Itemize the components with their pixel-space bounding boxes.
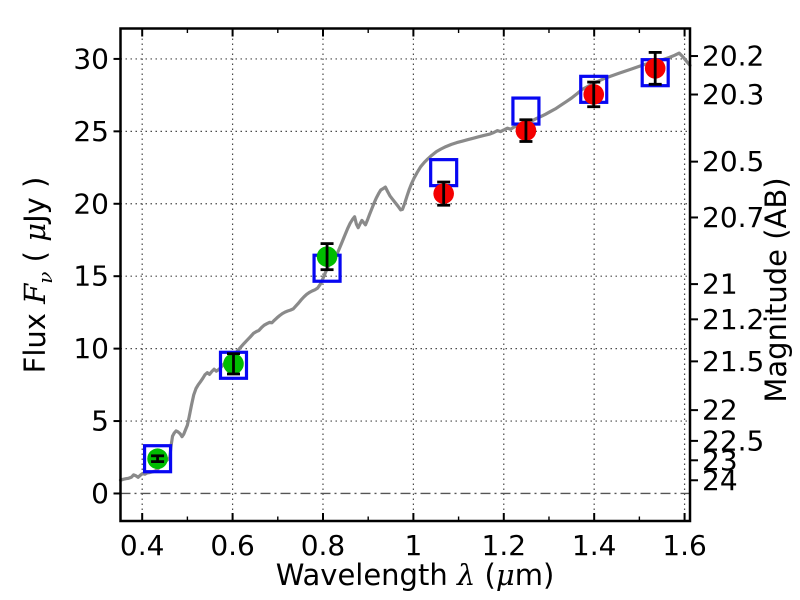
mag-tick-label: 20.2 <box>702 40 764 73</box>
axes-frame <box>119 27 692 523</box>
mag-tick-label: 23 <box>702 444 738 477</box>
y-tick-label: 5 <box>91 405 109 438</box>
y-tick-label: 10 <box>73 332 109 365</box>
y-tick-label: 0 <box>91 477 109 510</box>
x-axis-label: Wavelength λ (μm) <box>276 558 555 592</box>
y-tick-label: 15 <box>73 260 109 293</box>
x-tick-label: 1.4 <box>572 529 617 562</box>
model-photometry-series <box>142 58 670 474</box>
x-tick-label: 0.8 <box>301 529 346 562</box>
mag-tick-label: 21.5 <box>702 345 764 378</box>
ticks: 0.4 0.6 0.8 1 1.2 1.4 1.6 0 5 10 15 20 25 30 20.2 20.3 2… <box>73 28 764 562</box>
observed-optical-series <box>147 246 338 470</box>
mag-tick-label: 20.5 <box>702 145 764 178</box>
mag-tick-label: 24 <box>702 464 738 497</box>
error-bars <box>151 51 662 464</box>
spectrum-line <box>118 51 692 482</box>
mag-tick-label: 21 <box>702 268 738 301</box>
y-tick-label: 25 <box>73 115 109 148</box>
mag-tick-label: 21.2 <box>702 303 764 336</box>
y-axis-label-left: Flux Fν ( μJy ) <box>18 177 57 374</box>
model-square-marker <box>142 444 173 474</box>
model-square-marker <box>218 350 249 380</box>
mag-tick-label: 22.5 <box>702 424 764 457</box>
mag-tick-label: 22 <box>702 394 738 427</box>
mag-tick-label: 20.3 <box>702 78 764 111</box>
y-tick-label: 30 <box>73 42 109 75</box>
x-tick-label: 0.6 <box>210 529 255 562</box>
gridlines <box>120 28 690 521</box>
mag-tick-label: 20.7 <box>702 201 764 234</box>
x-tick-label: 1 <box>404 529 422 562</box>
y-axis-label-right: Magnitude (AB) <box>759 177 793 402</box>
y-tick-label: 20 <box>73 187 109 220</box>
x-tick-label: 1.6 <box>662 529 707 562</box>
x-tick-label: 1.2 <box>482 529 527 562</box>
x-tick-label: 0.4 <box>120 529 165 562</box>
